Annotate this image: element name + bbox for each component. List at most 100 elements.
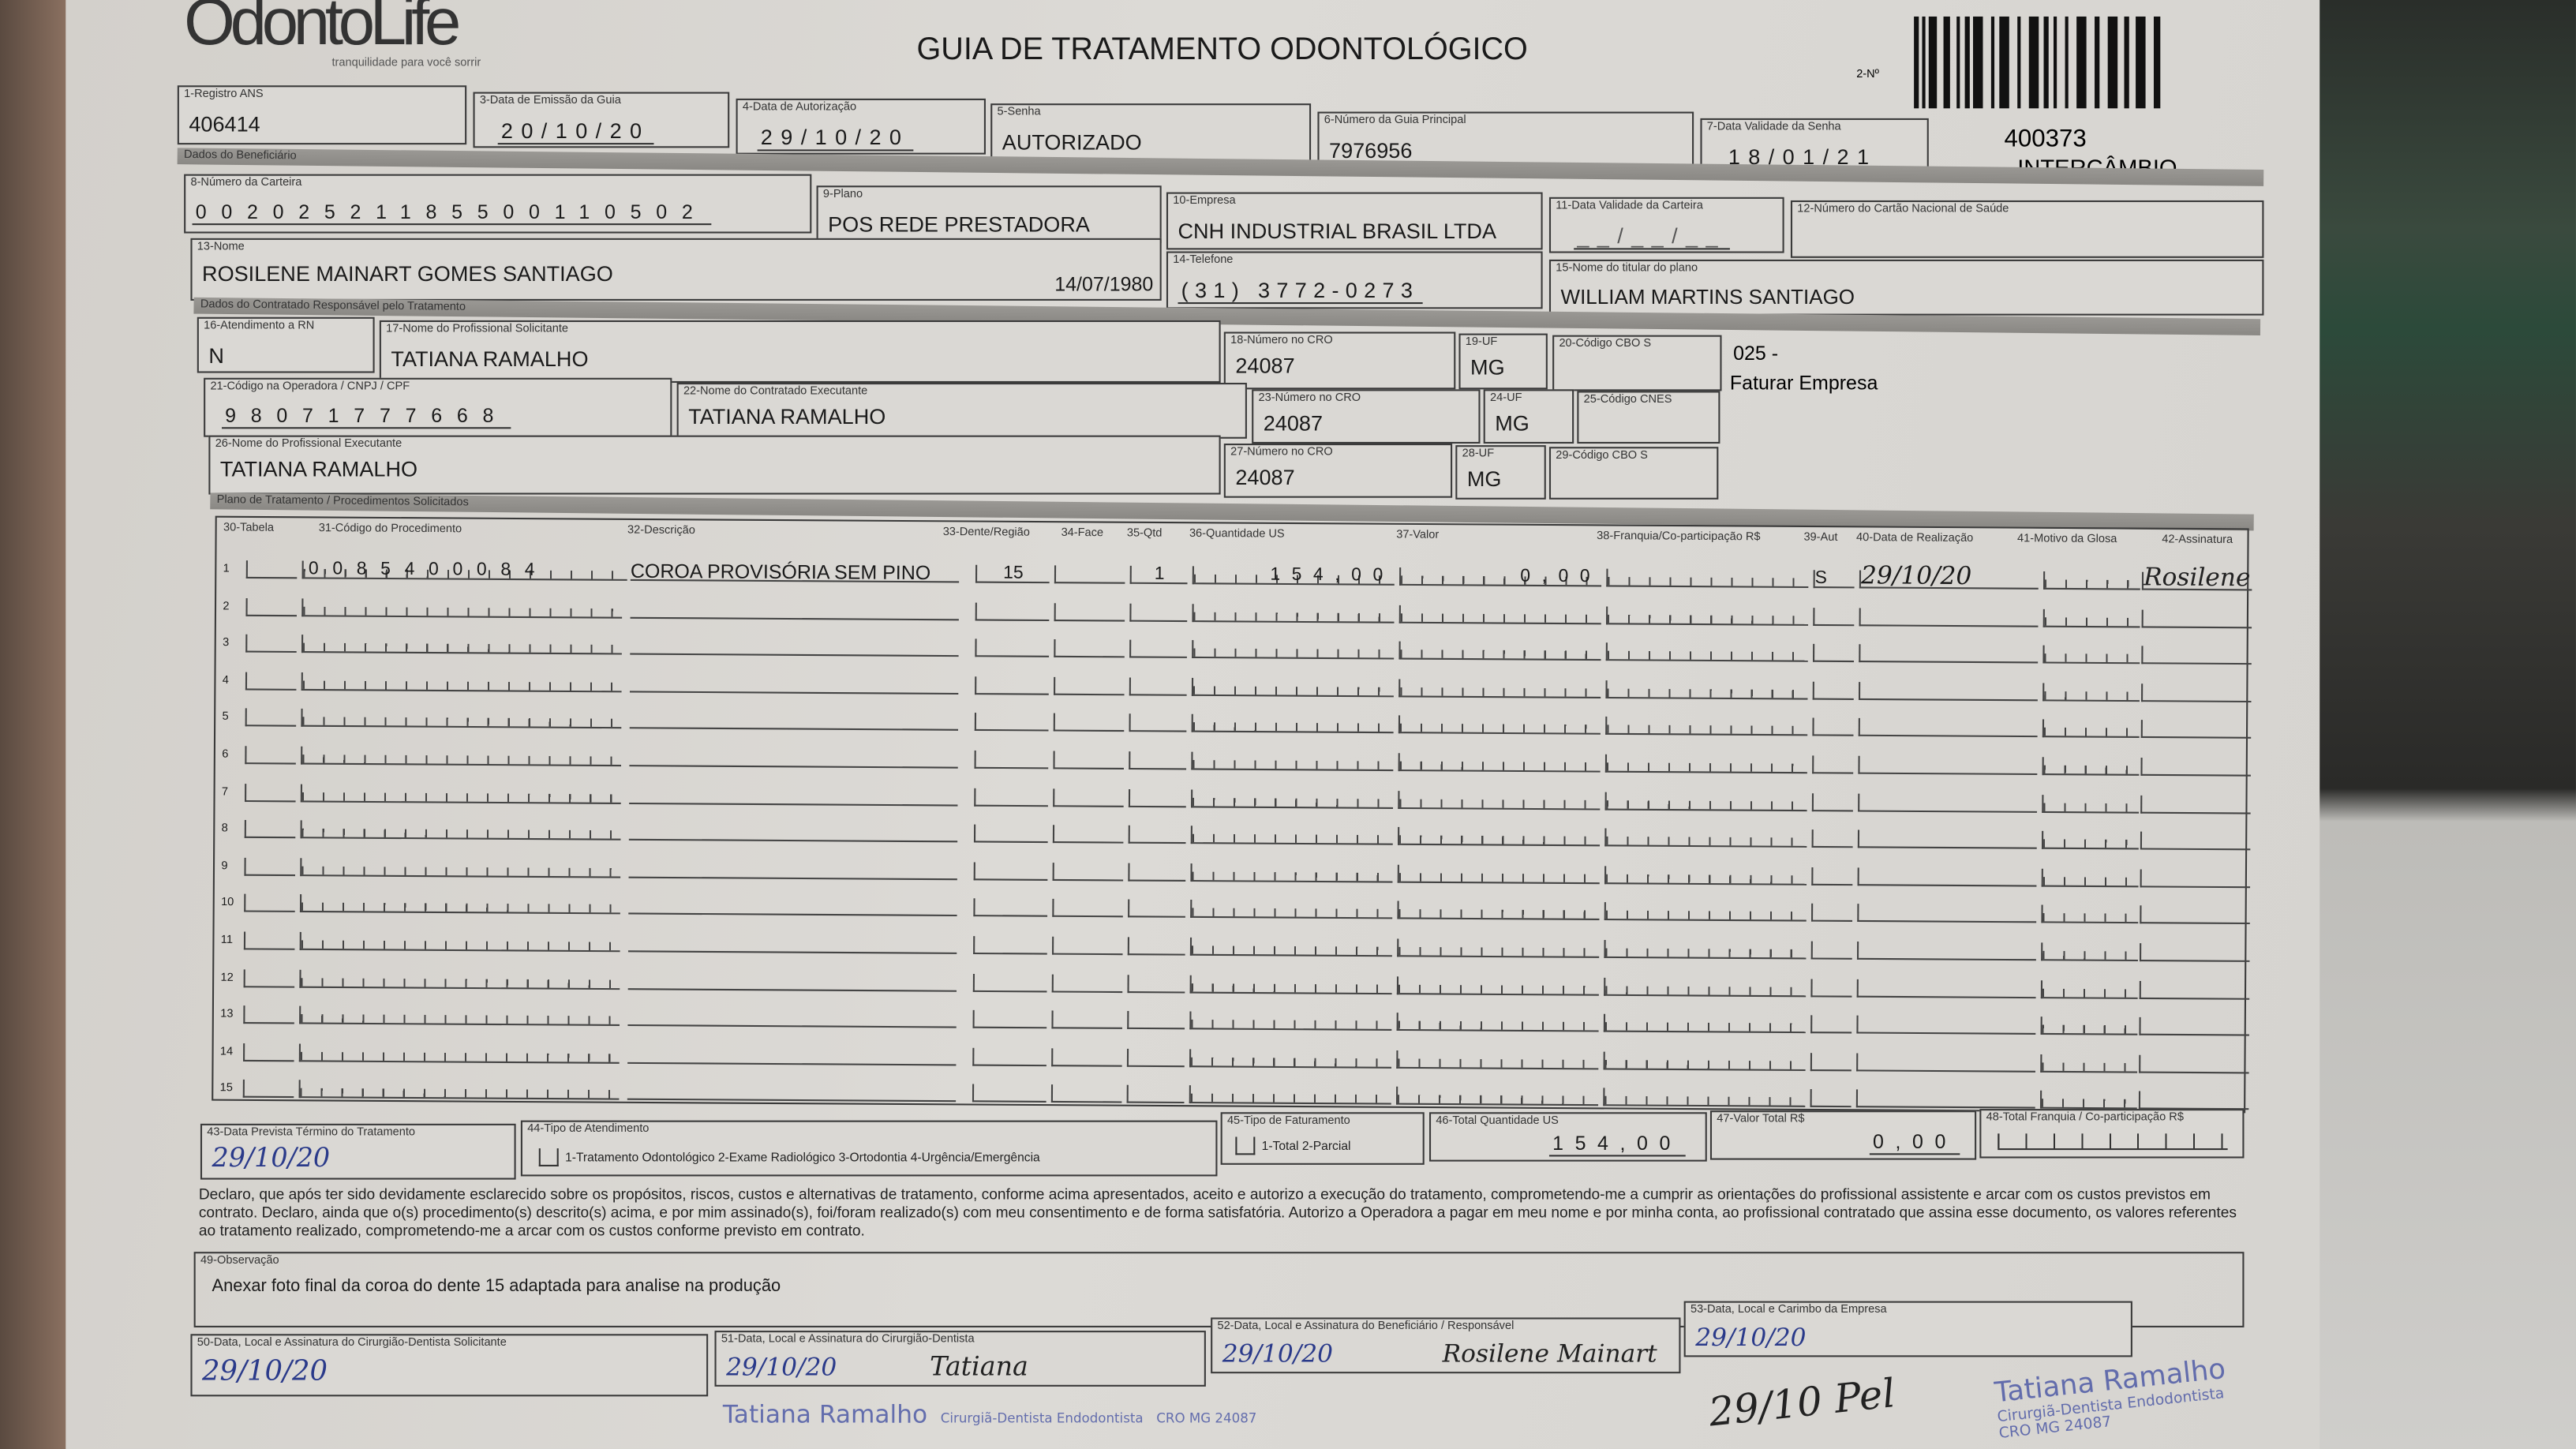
cell-valor[interactable] (1397, 864, 1600, 884)
checkbox-tipo-atendimento[interactable] (538, 1148, 559, 1166)
cell-tabela[interactable] (243, 1043, 294, 1061)
cell-quantidade-us[interactable] (1190, 826, 1393, 846)
cell-valor[interactable] (1396, 975, 1600, 995)
cell-quantidade-us[interactable] (1190, 863, 1393, 883)
field-numero-carteira[interactable]: 8-Número da Carteira 00202521185500110502 (184, 174, 812, 234)
cell-valor[interactable] (1395, 1087, 1599, 1107)
field-validade-carteira[interactable]: 11-Data Validade da Carteira __/__/__ (1548, 197, 1784, 253)
cell-data-realizacao[interactable] (1858, 755, 2038, 776)
cell-valor[interactable] (1396, 1013, 1599, 1032)
cell-franquia[interactable] (1604, 828, 1807, 848)
field-data-emissao[interactable]: 3-Data de Emissão da Guia 20/10/20 (473, 92, 730, 148)
cell-descricao[interactable]: COROA PROVISÓRIA SEM PINO (631, 560, 960, 584)
cell-franquia[interactable] (1604, 902, 1807, 923)
cell-descricao[interactable] (630, 637, 959, 657)
field-cnes[interactable]: 25-Código CNES (1577, 391, 1720, 444)
field-nome[interactable]: 13-Nome ROSILENE MAINART GOMES SANTIAGO 14… (190, 238, 1162, 301)
cell-data-realizacao[interactable] (1859, 607, 2039, 627)
cell-codigo[interactable] (299, 1005, 620, 1027)
cell-descricao[interactable] (628, 897, 957, 917)
field-senha[interactable]: 5-Senha AUTORIZADO (990, 103, 1312, 163)
cell-face[interactable] (1050, 1084, 1122, 1104)
field-assinatura-dentista[interactable]: 51-Data, Local e Assinatura do Cirurgião… (714, 1331, 1206, 1387)
cell-face[interactable] (1052, 899, 1123, 919)
cell-dente[interactable] (975, 676, 1049, 695)
cell-valor[interactable] (1398, 753, 1601, 773)
cell-aut[interactable] (1812, 755, 1854, 774)
cell-tabela[interactable] (244, 820, 296, 839)
cell-qtd[interactable] (1128, 826, 1186, 844)
cell-dente[interactable] (974, 713, 1049, 732)
cell-quantidade-us[interactable] (1191, 677, 1395, 697)
cell-descricao[interactable] (627, 1008, 957, 1028)
cell-face[interactable] (1052, 862, 1124, 882)
cell-tabela[interactable] (245, 709, 297, 728)
cell-quantidade-us[interactable] (1189, 974, 1392, 994)
checkbox-tipo-faturamento[interactable] (1235, 1136, 1256, 1155)
cell-motivo-glosa[interactable] (2042, 571, 2140, 590)
cell-qtd[interactable]: 1 (1129, 564, 1188, 585)
cell-codigo[interactable] (298, 1043, 620, 1064)
cell-qtd[interactable] (1128, 788, 1186, 807)
cell-motivo-glosa[interactable] (2042, 608, 2140, 627)
field-cbo-20[interactable]: 20-Código CBO S (1552, 335, 1722, 391)
cell-franquia[interactable] (1604, 977, 1807, 997)
field-registro-ans[interactable]: 1-Registro ANS 406414 (177, 85, 467, 145)
cell-data-realizacao[interactable] (1857, 904, 2037, 924)
cell-aut[interactable] (1813, 607, 1855, 626)
cell-quantidade-us[interactable] (1191, 751, 1394, 772)
cell-franquia[interactable] (1603, 1088, 1806, 1108)
cell-valor[interactable] (1397, 938, 1600, 958)
field-empresa[interactable]: 10-Empresa CNH INDUSTRIAL BRASIL LTDA (1166, 192, 1543, 250)
cell-tabela[interactable] (245, 783, 296, 802)
cell-aut[interactable]: S (1813, 568, 1855, 589)
cell-assinatura[interactable]: Rosilene (2141, 562, 2252, 593)
cell-motivo-glosa[interactable] (2041, 905, 2139, 924)
field-profissional-solicitante[interactable]: 17-Nome do Profissional Solicitante TATIA… (379, 320, 1221, 384)
field-tipo-faturamento[interactable]: 45-Tipo de Faturamento 1-Total 2-Parcial (1220, 1112, 1425, 1165)
cell-aut[interactable] (1811, 829, 1853, 848)
cell-assinatura[interactable] (2141, 608, 2252, 628)
cell-tabela[interactable] (243, 968, 295, 987)
cell-valor[interactable] (1398, 716, 1601, 736)
cell-descricao[interactable] (628, 822, 958, 843)
field-cro-18[interactable]: 18-Número no CRO 24087 (1223, 331, 1456, 390)
cell-face[interactable] (1051, 1010, 1123, 1030)
cell-aut[interactable] (1812, 718, 1854, 737)
cell-dente[interactable] (975, 601, 1050, 621)
cell-assinatura[interactable] (2141, 683, 2252, 702)
cell-assinatura[interactable] (2140, 869, 2251, 888)
cell-data-realizacao[interactable] (1858, 792, 2038, 813)
cell-quantidade-us[interactable] (1192, 603, 1395, 623)
cell-face[interactable] (1051, 1047, 1122, 1067)
cell-quantidade-us[interactable] (1189, 1085, 1391, 1106)
cell-motivo-glosa[interactable] (2040, 979, 2138, 999)
cell-valor[interactable] (1396, 1050, 1599, 1070)
field-assinatura-solicitante[interactable]: 50-Data, Local e Assinatura do Cirurgião… (190, 1334, 709, 1397)
cell-assinatura[interactable] (2139, 1054, 2249, 1074)
cell-franquia[interactable] (1603, 1051, 1806, 1071)
cell-dente[interactable] (973, 862, 1048, 881)
cell-codigo[interactable] (300, 820, 621, 841)
cell-codigo[interactable] (298, 1080, 620, 1101)
field-valor-total[interactable]: 47-Valor Total R$ 0,00 (1709, 1110, 1977, 1160)
cell-franquia[interactable] (1606, 605, 1809, 626)
cell-qtd[interactable] (1127, 937, 1185, 956)
cell-aut[interactable] (1810, 941, 1852, 960)
cell-data-realizacao[interactable] (1855, 1090, 2035, 1110)
cell-motivo-glosa[interactable] (2042, 794, 2140, 813)
cell-franquia[interactable] (1605, 642, 1808, 663)
cell-motivo-glosa[interactable] (2042, 683, 2140, 702)
cell-tabela[interactable] (244, 894, 295, 913)
cell-motivo-glosa[interactable] (2041, 868, 2139, 887)
cell-motivo-glosa[interactable] (2041, 831, 2139, 850)
cell-motivo-glosa[interactable] (2041, 942, 2139, 962)
cell-tabela[interactable] (243, 1005, 294, 1024)
cell-qtd[interactable] (1126, 1048, 1185, 1067)
cell-dente[interactable] (974, 787, 1049, 807)
field-cbo-29[interactable]: 29-Código CBO S (1548, 447, 1719, 500)
cell-quantidade-us[interactable]: 154,00 (1192, 565, 1395, 586)
cell-tabela[interactable] (245, 672, 297, 691)
cell-motivo-glosa[interactable] (2040, 1017, 2138, 1036)
cell-franquia[interactable] (1603, 1014, 1807, 1034)
